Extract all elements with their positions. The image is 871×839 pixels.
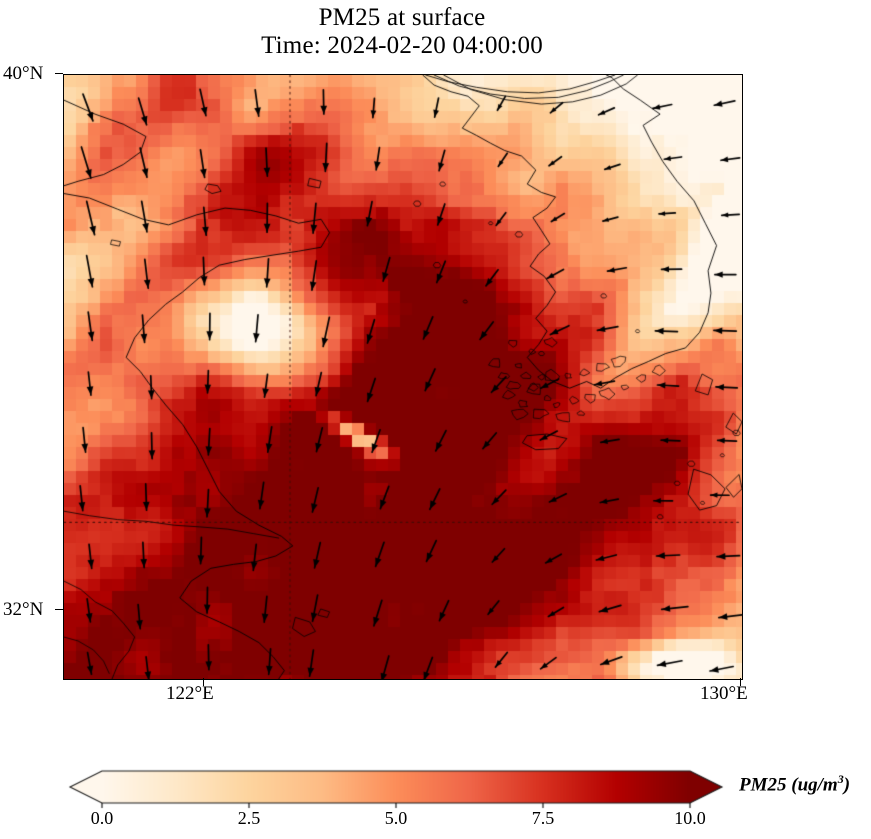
- xtick-mark-122e: [203, 678, 205, 686]
- colorbar-tick-3: 7.5: [531, 808, 555, 828]
- xtick-mark-130e: [740, 678, 742, 686]
- colorbar-label: PM25 (ug/m3): [739, 772, 850, 796]
- ytick-mark-40n: [55, 73, 63, 75]
- xtick-label-122e: 122°E: [166, 683, 214, 704]
- colorbar-label-text: PM25 (ug/m: [739, 774, 838, 796]
- chart-subtitle-time: Time: 2024-02-20 04:00:00: [261, 32, 543, 59]
- colorbar-tick-4: 10.0: [674, 808, 706, 828]
- ytick-label-40n: 40°N: [3, 63, 44, 84]
- xtick-label-130e: 130°E: [700, 683, 748, 704]
- colorbar-gradient: [64, 765, 728, 811]
- colorbar: [0, 760, 871, 839]
- page-title: PM25 at surface: [318, 4, 486, 31]
- map-plot-area[interactable]: [63, 74, 743, 680]
- ytick-label-32n: 32°N: [3, 599, 44, 620]
- colorbar-tick-0: 0.0: [90, 808, 114, 828]
- colorbar-tick-1: 2.5: [237, 808, 261, 828]
- colorbar-label-exponent: 3: [837, 772, 844, 786]
- colorbar-tick-2: 5.0: [384, 808, 408, 828]
- colorbar-label-suffix: ): [843, 774, 851, 796]
- chart-title-block: PM25 at surface Time: 2024-02-20 04:00:0…: [0, 4, 804, 60]
- pm25-heatmap-canvas: [64, 75, 742, 679]
- ytick-mark-32n: [55, 609, 63, 611]
